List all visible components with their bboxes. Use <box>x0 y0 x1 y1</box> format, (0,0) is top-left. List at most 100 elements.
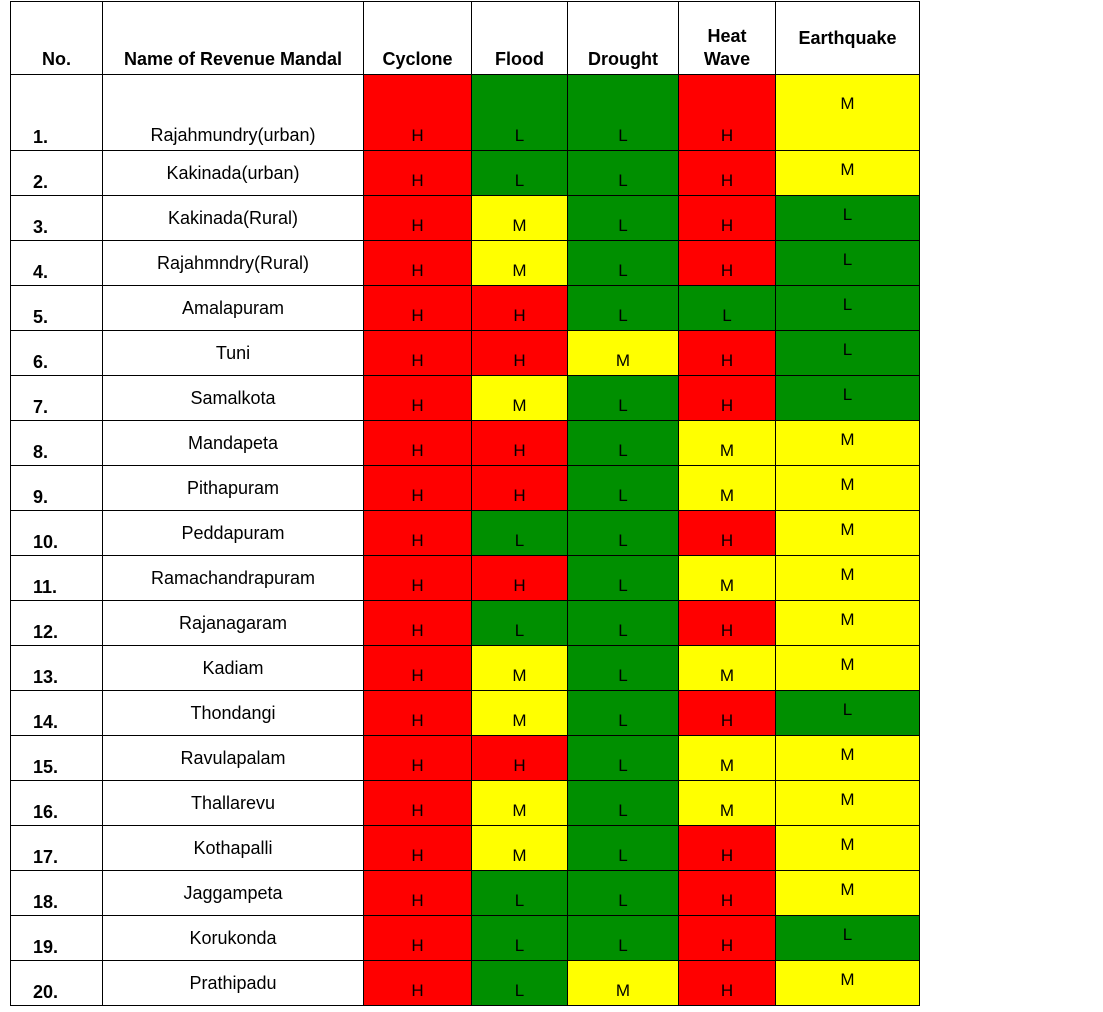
table-row: 16. Thallarevu H M L M M <box>10 780 920 826</box>
mandal-name: Prathipadu <box>102 960 364 1006</box>
flood-cell: M <box>471 825 568 871</box>
drought-cell: L <box>567 420 679 466</box>
flood-cell: M <box>471 375 568 421</box>
heat-wave-cell: H <box>678 690 776 736</box>
mandal-name: Kakinada(Rural) <box>102 195 364 241</box>
cyclone-cell: H <box>363 375 472 421</box>
mandal-name: Peddapuram <box>102 510 364 556</box>
header-earthquake: Earthquake <box>775 1 920 75</box>
mandal-name: Tuni <box>102 330 364 376</box>
drought-cell: L <box>567 285 679 331</box>
drought-cell: L <box>567 870 679 916</box>
header-no: No. <box>10 1 103 75</box>
drought-cell: L <box>567 690 679 736</box>
table-row: 10. Peddapuram H L L H M <box>10 510 920 556</box>
drought-cell: L <box>567 645 679 691</box>
row-number: 15. <box>10 735 103 781</box>
header-flood: Flood <box>471 1 568 75</box>
row-number: 3. <box>10 195 103 241</box>
table-row: 15. Ravulapalam H H L M M <box>10 735 920 781</box>
table-row: 12. Rajanagaram H L L H M <box>10 600 920 646</box>
drought-cell: L <box>567 150 679 196</box>
heat-wave-cell: H <box>678 600 776 646</box>
drought-cell: L <box>567 510 679 556</box>
row-number: 2. <box>10 150 103 196</box>
cyclone-cell: H <box>363 780 472 826</box>
heat-wave-cell: M <box>678 555 776 601</box>
earthquake-cell: L <box>775 195 920 241</box>
heat-wave-cell: H <box>678 870 776 916</box>
drought-cell: L <box>567 74 679 151</box>
mandal-name: Amalapuram <box>102 285 364 331</box>
header-heat-wave-line2: Wave <box>703 49 751 69</box>
table-row: 6. Tuni H H M H L <box>10 330 920 376</box>
header-mandal-name: Name of Revenue Mandal <box>102 1 364 75</box>
heat-wave-cell: M <box>678 645 776 691</box>
cyclone-cell: H <box>363 420 472 466</box>
cyclone-cell: H <box>363 555 472 601</box>
earthquake-cell: M <box>775 645 920 691</box>
earthquake-cell: L <box>775 690 920 736</box>
cyclone-cell: H <box>363 195 472 241</box>
row-number: 20. <box>10 960 103 1006</box>
mandal-name: Rajahmndry(Rural) <box>102 240 364 286</box>
drought-cell: L <box>567 915 679 961</box>
earthquake-cell: L <box>775 240 920 286</box>
table-body: 1. Rajahmundry(urban) H L L H M 2. Kakinada(urba… <box>10 74 920 1006</box>
earthquake-cell: L <box>775 285 920 331</box>
row-number: 19. <box>10 915 103 961</box>
cyclone-cell: H <box>363 645 472 691</box>
table-row: 4. Rajahmndry(Rural) H M L H L <box>10 240 920 286</box>
heat-wave-cell: M <box>678 735 776 781</box>
earthquake-cell: M <box>775 870 920 916</box>
hazard-risk-table: No. Name of Revenue Mandal Cyclone Flood… <box>10 1 920 1006</box>
table-row: 20. Prathipadu H L M H M <box>10 960 920 1006</box>
row-number: 12. <box>10 600 103 646</box>
row-number: 10. <box>10 510 103 556</box>
heat-wave-cell: L <box>678 285 776 331</box>
flood-cell: L <box>471 600 568 646</box>
row-number: 1. <box>10 74 103 151</box>
cyclone-cell: H <box>363 870 472 916</box>
row-number: 18. <box>10 870 103 916</box>
drought-cell: M <box>567 330 679 376</box>
row-number: 4. <box>10 240 103 286</box>
heat-wave-cell: H <box>678 375 776 421</box>
mandal-name: Kothapalli <box>102 825 364 871</box>
mandal-name: Korukonda <box>102 915 364 961</box>
table-row: 14. Thondangi H M L H L <box>10 690 920 736</box>
table-row: 2. Kakinada(urban) H L L H M <box>10 150 920 196</box>
flood-cell: M <box>471 690 568 736</box>
table-row: 7. Samalkota H M L H L <box>10 375 920 421</box>
drought-cell: L <box>567 735 679 781</box>
row-number: 8. <box>10 420 103 466</box>
mandal-name: Jaggampeta <box>102 870 364 916</box>
table-row: 13. Kadiam H M L M M <box>10 645 920 691</box>
heat-wave-cell: M <box>678 780 776 826</box>
header-cyclone: Cyclone <box>363 1 472 75</box>
drought-cell: L <box>567 375 679 421</box>
row-number: 17. <box>10 825 103 871</box>
heat-wave-cell: H <box>678 195 776 241</box>
earthquake-cell: M <box>775 74 920 151</box>
cyclone-cell: H <box>363 960 472 1006</box>
mandal-name: Pithapuram <box>102 465 364 511</box>
flood-cell: M <box>471 780 568 826</box>
earthquake-cell: M <box>775 825 920 871</box>
flood-cell: M <box>471 195 568 241</box>
table-row: 17. Kothapalli H M L H M <box>10 825 920 871</box>
flood-cell: L <box>471 960 568 1006</box>
row-number: 5. <box>10 285 103 331</box>
cyclone-cell: H <box>363 285 472 331</box>
cyclone-cell: H <box>363 510 472 556</box>
flood-cell: H <box>471 555 568 601</box>
drought-cell: L <box>567 555 679 601</box>
mandal-name: Samalkota <box>102 375 364 421</box>
cyclone-cell: H <box>363 465 472 511</box>
drought-cell: L <box>567 600 679 646</box>
heat-wave-cell: M <box>678 420 776 466</box>
table-row: 5. Amalapuram H H L L L <box>10 285 920 331</box>
flood-cell: H <box>471 420 568 466</box>
mandal-name: Ravulapalam <box>102 735 364 781</box>
cyclone-cell: H <box>363 150 472 196</box>
